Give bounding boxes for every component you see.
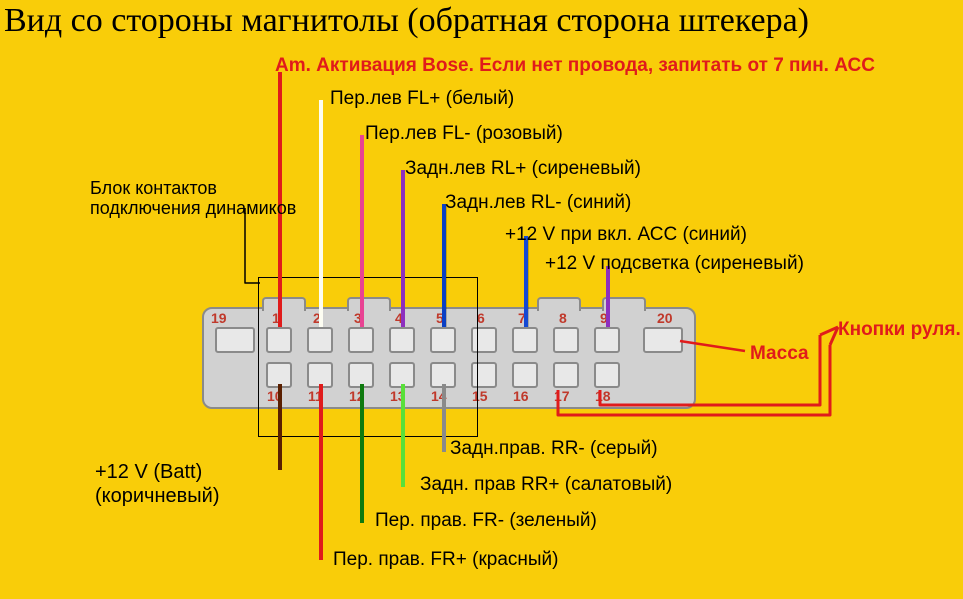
pin-20 bbox=[643, 327, 683, 353]
pin-number: 20 bbox=[657, 310, 673, 326]
wire-w5_rl_minus bbox=[442, 204, 446, 327]
label-swc: Кнопки руля. bbox=[838, 319, 961, 341]
label-fr_minus: Пер. прав. FR- (зеленый) bbox=[375, 510, 597, 532]
pin-number: 19 bbox=[211, 310, 227, 326]
wire-w10_batt bbox=[278, 384, 282, 470]
label-rl_minus: Задн.лев RL- (синий) bbox=[445, 192, 631, 214]
wire-w2_fl_plus bbox=[319, 100, 323, 327]
label-rl_plus: Задн.лев RL+ (сиреневый) bbox=[405, 158, 641, 180]
wire-w3_fl_minus bbox=[360, 135, 364, 327]
label-speaker_block_2: подключения динамиков bbox=[90, 198, 296, 219]
label-illum: +12 V подсветка (сиреневый) bbox=[545, 253, 804, 275]
label-rr_minus: Задн.прав. RR- (серый) bbox=[450, 438, 658, 460]
wire-w12_fr_minus bbox=[360, 384, 364, 523]
leader-ld_swc_arrow bbox=[820, 327, 838, 335]
pin-number: 18 bbox=[595, 388, 611, 404]
pin-17 bbox=[553, 362, 579, 388]
pin-7 bbox=[512, 327, 538, 353]
pin-9 bbox=[594, 327, 620, 353]
leader-ld_swc_arrow2 bbox=[830, 327, 838, 345]
page-title: Вид со стороны магнитолы (обратная сторо… bbox=[4, 2, 809, 40]
pin-number: 8 bbox=[559, 310, 567, 326]
label-rr_plus: Задн. прав RR+ (салатовый) bbox=[420, 474, 672, 496]
label-speaker_block_1: Блок контактов bbox=[90, 178, 217, 199]
label-batt_1: +12 V (Batt) bbox=[95, 461, 202, 484]
label-fr_plus: Пер. прав. FR+ (красный) bbox=[333, 549, 559, 571]
label-acc: +12 V при вкл. АСС (синий) bbox=[505, 224, 747, 246]
wire-w7_acc bbox=[524, 236, 528, 327]
pin-18 bbox=[594, 362, 620, 388]
pin-16 bbox=[512, 362, 538, 388]
label-massa: Масса bbox=[750, 343, 809, 365]
leader-ld_speaker bbox=[245, 208, 260, 283]
label-amp: Am. Активация Bose. Если нет провода, за… bbox=[275, 55, 875, 77]
label-fl_minus: Пер.лев FL- (розовый) bbox=[365, 123, 563, 145]
wire-w14_rr_minus bbox=[442, 384, 446, 452]
wire-w13_rr_plus bbox=[401, 384, 405, 487]
wire-w11_fr_plus bbox=[319, 384, 323, 560]
label-batt_2: (коричневый) bbox=[95, 485, 219, 508]
connector-notch bbox=[537, 297, 581, 311]
pin-number: 17 bbox=[554, 388, 570, 404]
pin-number: 16 bbox=[513, 388, 529, 404]
wire-w4_rl_plus bbox=[401, 170, 405, 327]
wire-w9_illum bbox=[606, 266, 610, 327]
pin-8 bbox=[553, 327, 579, 353]
pin-number: 6 bbox=[477, 310, 485, 326]
label-fl_plus: Пер.лев FL+ (белый) bbox=[330, 88, 514, 110]
pin-19 bbox=[215, 327, 255, 353]
